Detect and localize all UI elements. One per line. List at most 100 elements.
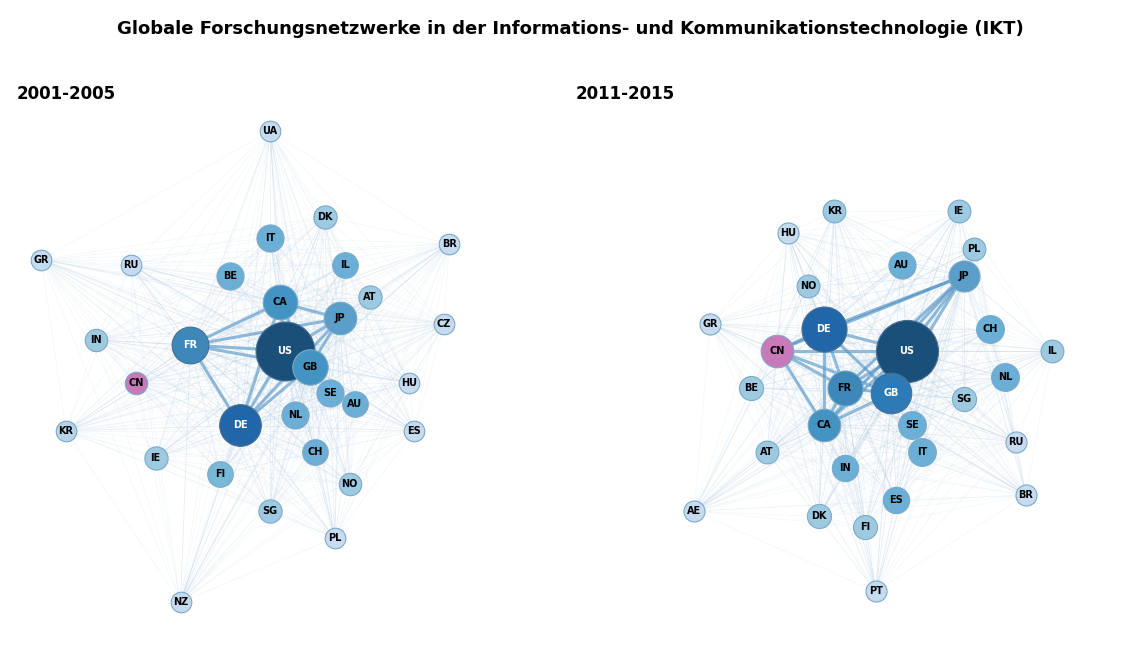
Text: PL: PL <box>968 244 980 254</box>
Text: JP: JP <box>334 314 345 323</box>
Text: 2001-2005: 2001-2005 <box>17 84 116 102</box>
Text: NO: NO <box>342 480 358 489</box>
Text: CZ: CZ <box>437 319 451 328</box>
Point <box>768 345 787 356</box>
Point <box>171 597 189 607</box>
Text: JP: JP <box>959 271 969 280</box>
Text: PT: PT <box>869 587 882 596</box>
Text: IE: IE <box>953 207 963 216</box>
Point <box>181 340 199 351</box>
Point <box>980 324 999 334</box>
Text: FR: FR <box>838 383 852 393</box>
Text: CA: CA <box>272 298 287 307</box>
Text: KR: KR <box>58 426 74 436</box>
Text: SG: SG <box>956 394 971 403</box>
Text: IN: IN <box>839 464 850 473</box>
Text: IN: IN <box>90 335 101 345</box>
Point <box>360 292 378 302</box>
Text: SE: SE <box>905 421 919 430</box>
Text: AT: AT <box>363 292 376 302</box>
Point <box>32 254 50 265</box>
Text: AU: AU <box>894 260 910 270</box>
Text: IT: IT <box>264 233 275 243</box>
Text: CH: CH <box>982 324 998 334</box>
Point <box>950 206 968 217</box>
Point <box>276 345 294 356</box>
Point <box>316 211 334 222</box>
Text: GB: GB <box>884 389 899 398</box>
Text: IT: IT <box>918 448 928 457</box>
Text: IL: IL <box>340 260 350 270</box>
Point <box>996 372 1015 383</box>
Point <box>87 334 105 345</box>
Text: 2011-2015: 2011-2015 <box>576 84 675 102</box>
Text: RU: RU <box>123 260 138 270</box>
Point <box>221 270 239 281</box>
Text: ES: ES <box>889 496 903 505</box>
Text: RU: RU <box>1008 437 1024 446</box>
Text: BE: BE <box>223 271 237 280</box>
Point <box>331 313 349 324</box>
Text: CN: CN <box>128 378 144 387</box>
Point <box>954 393 972 404</box>
Point <box>954 270 972 281</box>
Text: CN: CN <box>770 346 785 355</box>
Point <box>261 126 279 136</box>
Point <box>127 377 145 388</box>
Point <box>866 586 885 597</box>
Text: HU: HU <box>401 378 417 387</box>
Point <box>701 318 719 329</box>
Text: BE: BE <box>744 383 758 393</box>
Text: SE: SE <box>323 389 336 398</box>
Text: NL: NL <box>287 410 302 419</box>
Point <box>440 238 458 249</box>
Point <box>836 463 854 474</box>
Text: NO: NO <box>800 282 816 291</box>
Point <box>799 281 817 292</box>
Text: IE: IE <box>150 453 161 462</box>
Point <box>897 345 915 356</box>
Text: NZ: NZ <box>173 597 188 607</box>
Text: AE: AE <box>687 506 701 516</box>
Text: FI: FI <box>861 522 871 532</box>
Text: ES: ES <box>407 426 421 436</box>
Point <box>1017 490 1035 500</box>
Point <box>809 511 828 522</box>
Point <box>815 324 833 334</box>
Point <box>261 233 279 244</box>
Text: PL: PL <box>328 533 342 543</box>
Text: GR: GR <box>33 255 49 264</box>
Point <box>685 506 703 516</box>
Point <box>57 425 75 436</box>
Point <box>122 260 140 270</box>
Point <box>815 420 833 431</box>
Text: FR: FR <box>184 341 197 350</box>
Point <box>271 297 290 308</box>
Text: DK: DK <box>811 512 826 521</box>
Point <box>435 318 454 329</box>
Text: CH: CH <box>307 448 323 457</box>
Point <box>758 447 776 458</box>
Text: BR: BR <box>1018 490 1034 500</box>
Text: GB: GB <box>302 362 318 371</box>
Text: US: US <box>899 346 914 355</box>
Point <box>913 447 931 458</box>
Point <box>211 468 229 479</box>
Text: IL: IL <box>1047 346 1057 355</box>
Point <box>405 425 423 436</box>
Point <box>887 495 905 506</box>
Text: AT: AT <box>760 448 774 457</box>
Text: BR: BR <box>441 239 457 248</box>
Point <box>335 260 353 270</box>
Text: CA: CA <box>816 421 831 430</box>
Text: UA: UA <box>262 126 278 136</box>
Point <box>147 452 165 463</box>
Point <box>301 361 319 372</box>
Text: HU: HU <box>780 228 796 237</box>
Text: AU: AU <box>347 399 363 409</box>
Point <box>903 420 921 431</box>
Point <box>966 244 984 254</box>
Point <box>779 227 797 238</box>
Text: GR: GR <box>702 319 718 328</box>
Point <box>1007 436 1025 447</box>
